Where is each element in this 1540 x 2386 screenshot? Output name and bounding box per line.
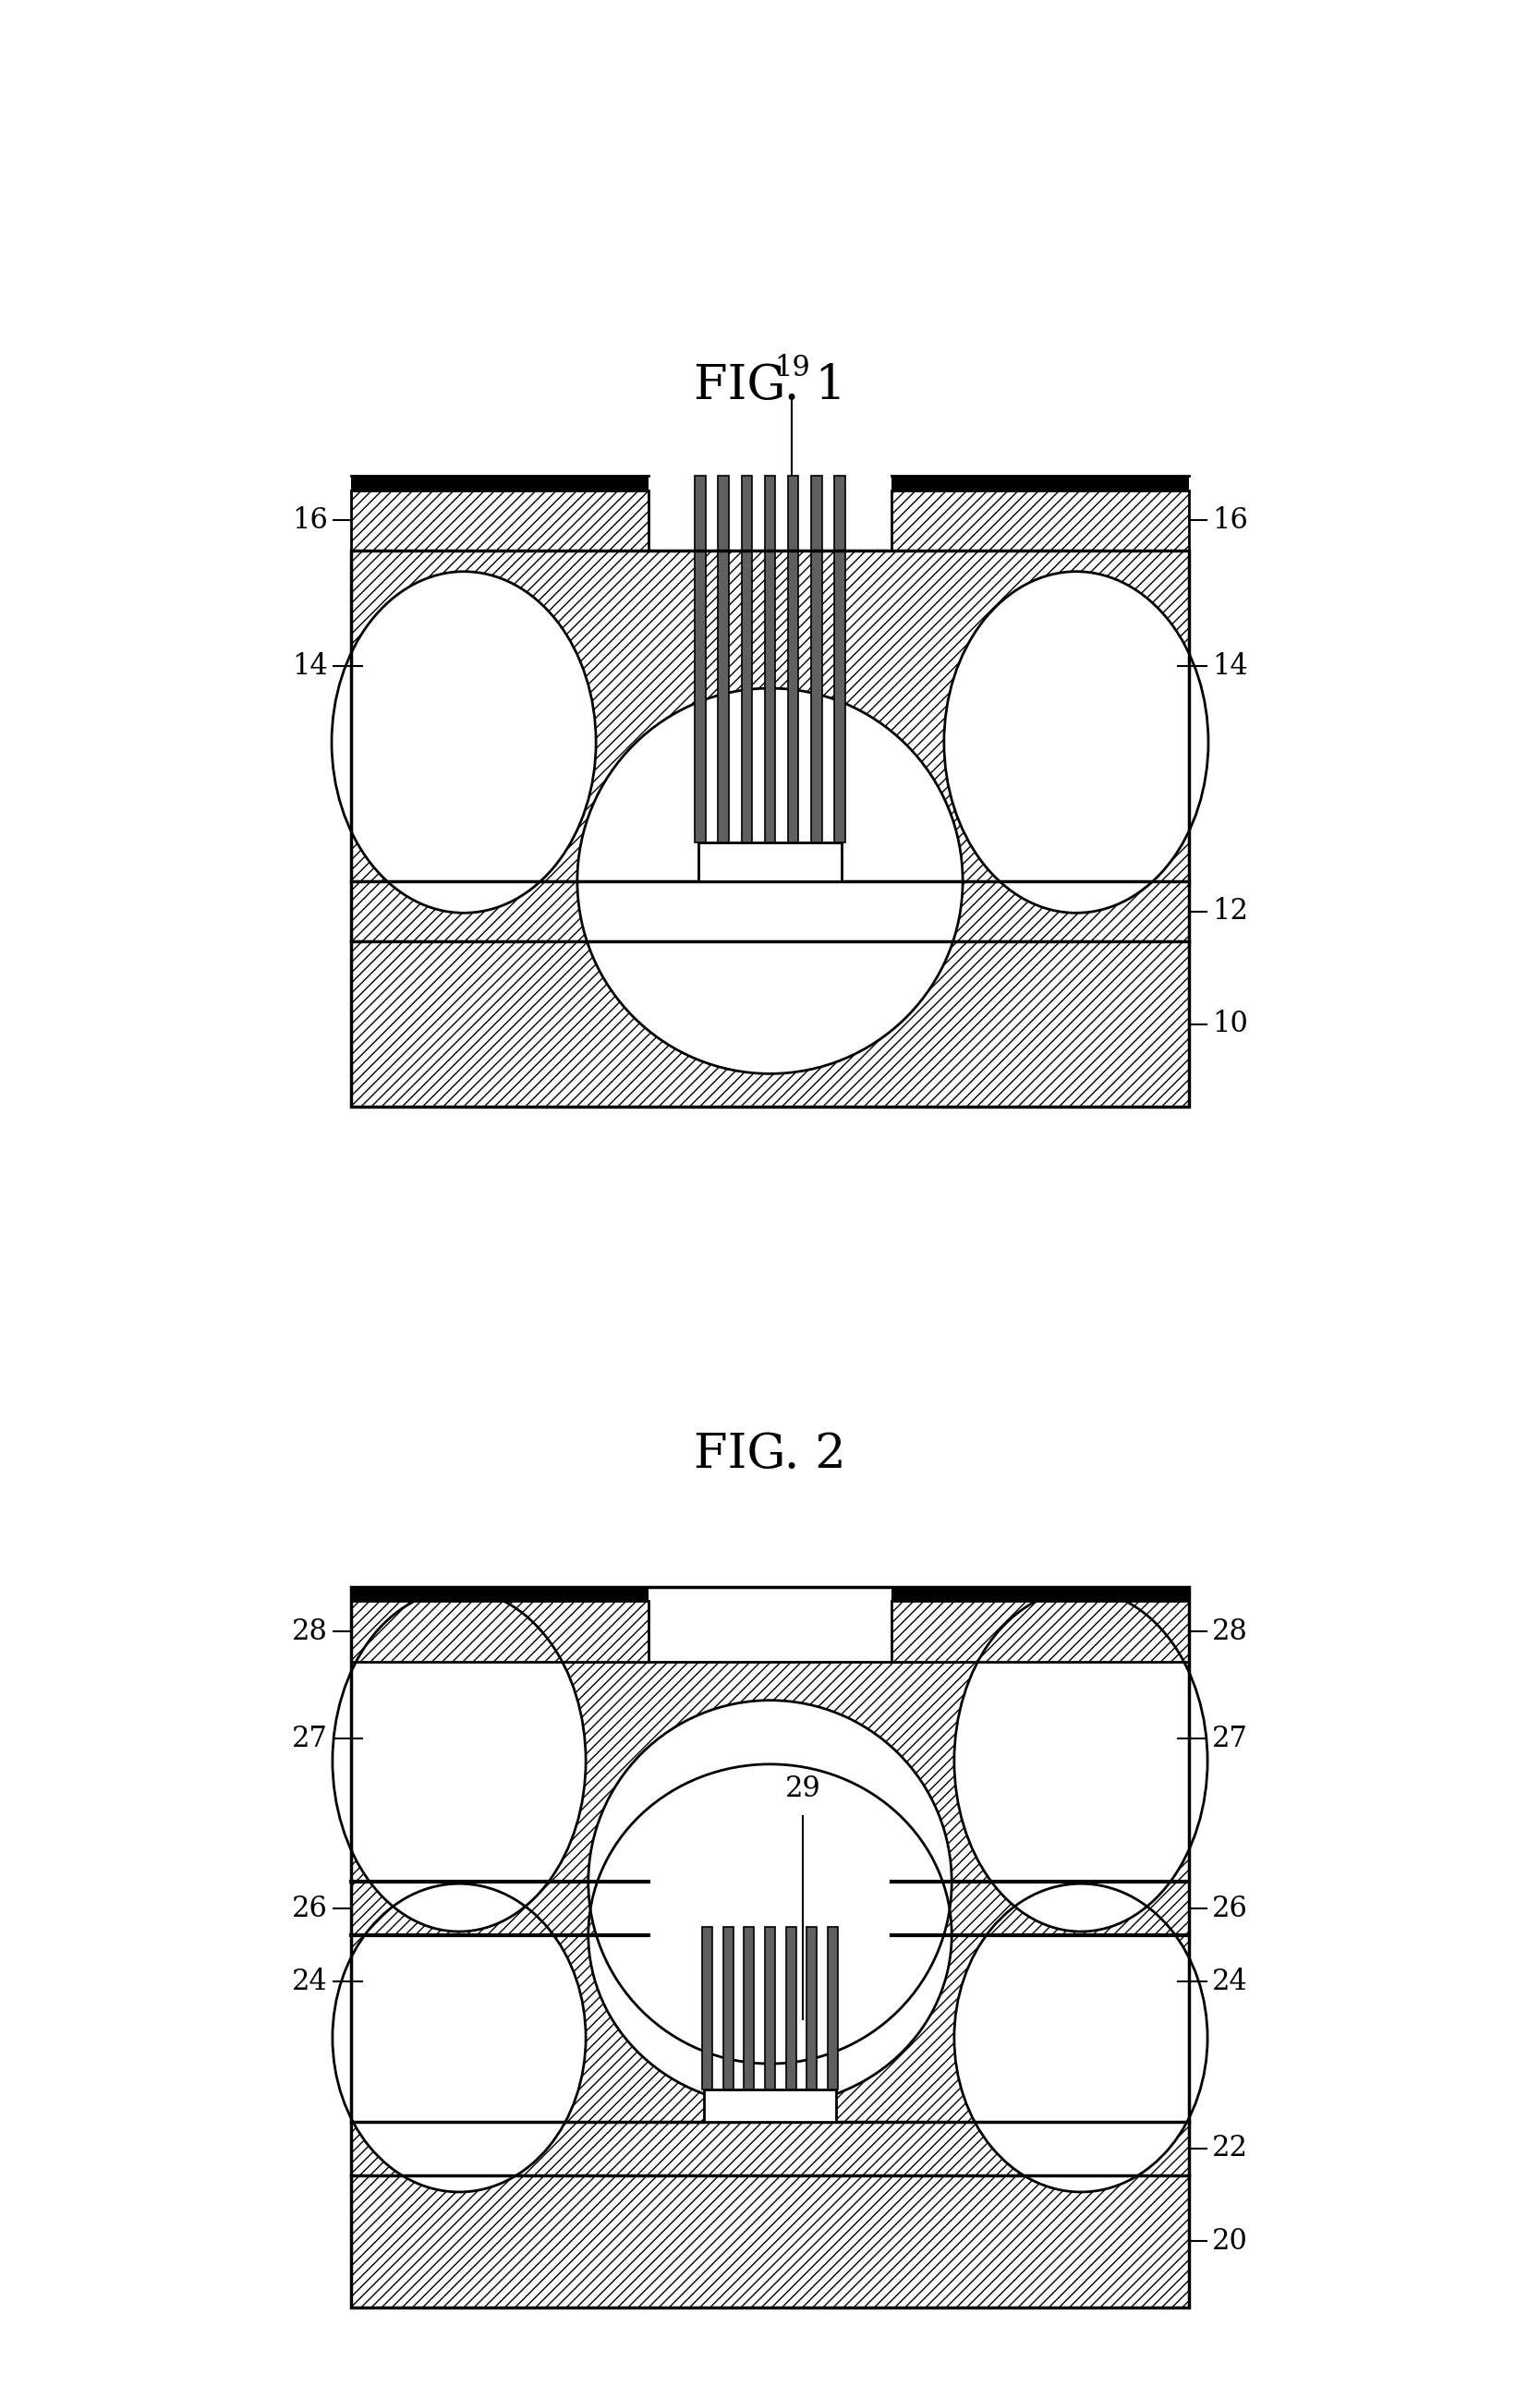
Bar <box>764 475 776 842</box>
Text: 28: 28 <box>293 1618 328 1646</box>
Bar <box>351 2121 1189 2176</box>
Bar <box>351 475 648 489</box>
Bar <box>718 475 730 842</box>
Bar <box>724 1928 733 2090</box>
Text: 24: 24 <box>1212 1968 1247 1997</box>
Text: 19: 19 <box>775 353 810 382</box>
Ellipse shape <box>944 573 1209 914</box>
Text: 10: 10 <box>1212 1009 1247 1038</box>
Bar <box>785 1928 796 2090</box>
Text: 12: 12 <box>1212 897 1249 926</box>
Bar <box>351 1661 1189 1883</box>
Bar <box>351 942 1189 1107</box>
Text: FIG. 1: FIG. 1 <box>695 363 845 408</box>
Text: 27: 27 <box>293 1725 328 1754</box>
Text: 26: 26 <box>1212 1894 1247 1923</box>
Bar <box>807 1928 816 2090</box>
Text: 28: 28 <box>1212 1618 1247 1646</box>
Bar <box>892 1601 1189 1661</box>
Bar <box>351 1601 648 1661</box>
Bar <box>351 1883 648 1935</box>
Bar <box>833 475 845 842</box>
Bar <box>702 1928 711 2090</box>
Bar <box>741 475 753 842</box>
Bar <box>892 1587 1189 1601</box>
Ellipse shape <box>955 1883 1207 2193</box>
Bar <box>892 475 1189 489</box>
Ellipse shape <box>588 1763 952 2104</box>
Text: 22: 22 <box>1212 2133 1249 2162</box>
Bar <box>829 1928 838 2090</box>
Ellipse shape <box>333 1589 585 1933</box>
Bar <box>351 1587 1189 2307</box>
Text: 24: 24 <box>293 1968 328 1997</box>
Text: 16: 16 <box>1212 506 1247 534</box>
Text: 14: 14 <box>1212 651 1247 680</box>
Text: 26: 26 <box>293 1894 328 1923</box>
Bar <box>695 475 707 842</box>
Bar <box>704 2090 836 2121</box>
Bar <box>810 475 822 842</box>
Bar <box>351 551 1189 880</box>
Bar <box>351 2176 1189 2307</box>
Bar <box>351 489 648 551</box>
Ellipse shape <box>333 1883 585 2193</box>
Bar <box>892 489 1189 551</box>
Text: 27: 27 <box>1212 1725 1247 1754</box>
Bar <box>351 551 1189 1107</box>
Bar <box>351 880 1189 942</box>
Ellipse shape <box>578 687 962 1074</box>
Text: 29: 29 <box>785 1775 821 1804</box>
Bar <box>787 475 799 842</box>
Ellipse shape <box>955 1589 1207 1933</box>
Text: 14: 14 <box>293 651 328 680</box>
Bar <box>765 1928 775 2090</box>
Text: FIG. 2: FIG. 2 <box>695 1432 845 1479</box>
Text: 20: 20 <box>1212 2226 1247 2255</box>
Bar <box>892 1883 1189 1935</box>
Ellipse shape <box>331 573 596 914</box>
Bar <box>351 1587 648 1601</box>
Bar <box>744 1928 755 2090</box>
Text: 16: 16 <box>293 506 328 534</box>
Bar <box>699 842 841 880</box>
Ellipse shape <box>588 1701 952 2064</box>
Bar <box>351 1935 1189 2121</box>
